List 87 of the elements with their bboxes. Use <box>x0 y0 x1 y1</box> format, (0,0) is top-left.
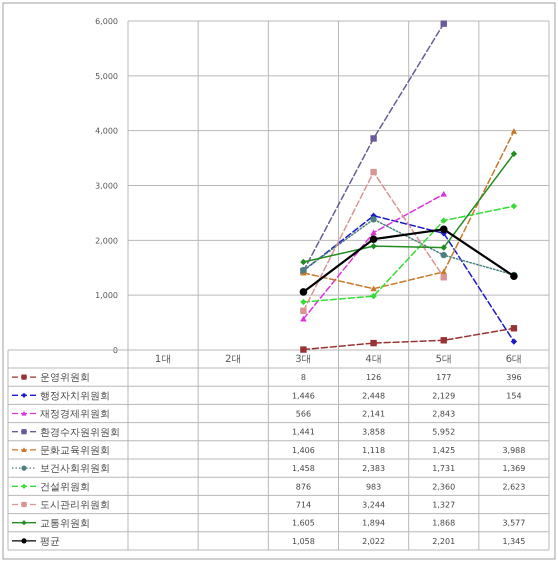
point <box>300 298 307 306</box>
data-label: 2,201 <box>432 536 456 546</box>
data-label: 177 <box>436 373 452 382</box>
data-label: 2,141 <box>362 410 386 418</box>
data-label: 1,118 <box>362 446 386 455</box>
data-label: 1,327 <box>432 500 456 510</box>
data-label: 2,360 <box>432 482 456 492</box>
data-label: 1,458 <box>292 464 315 474</box>
data-label: 2,022 <box>362 536 386 546</box>
point <box>440 190 447 197</box>
y-tick-label: 4,000 <box>95 126 118 136</box>
data-label: 1,868 <box>432 518 456 528</box>
data-label: 876 <box>296 482 312 492</box>
point <box>440 217 447 224</box>
point <box>440 252 447 258</box>
data-label: 126 <box>366 373 382 382</box>
point <box>510 128 518 134</box>
data-label: 3,858 <box>362 428 386 437</box>
legend-label: 문화교육위원회 <box>40 446 110 456</box>
data-label: 1,406 <box>292 446 315 455</box>
y-tick-label: 2,000 <box>95 236 118 246</box>
point <box>300 308 307 314</box>
x-tick-label: 1대 <box>154 354 172 365</box>
y-tick-label: 5,000 <box>95 72 118 81</box>
data-label: 2,843 <box>432 410 456 418</box>
point <box>510 202 518 210</box>
point <box>510 150 518 158</box>
legend-label: 행정자치위원회 <box>40 390 110 402</box>
point <box>370 285 377 292</box>
x-tick-label: 3대 <box>295 354 312 365</box>
data-label: 1,605 <box>292 518 315 528</box>
data-label: 1,894 <box>362 518 386 528</box>
point <box>370 292 377 300</box>
point <box>370 235 378 243</box>
point <box>300 316 307 322</box>
data-label: 396 <box>506 373 522 382</box>
point <box>440 244 447 251</box>
data-label: 714 <box>296 500 312 510</box>
data-label: 1,369 <box>502 464 526 474</box>
legend-label: 교통위원회 <box>40 518 90 530</box>
data-label: 2,129 <box>432 391 456 400</box>
legend-label: 재정경제위원회 <box>40 409 110 420</box>
data-label: 566 <box>296 410 312 418</box>
legend-label: 건설위원회 <box>40 482 90 493</box>
point <box>510 325 518 332</box>
y-tick-label: 6,000 <box>95 17 118 26</box>
data-label: 3,244 <box>362 500 386 510</box>
x-tick-label: 4대 <box>365 354 382 365</box>
x-tick-label: 6대 <box>506 354 522 365</box>
data-label: 2,623 <box>502 482 526 492</box>
data-label: 5,952 <box>432 428 456 437</box>
point <box>510 338 518 345</box>
point <box>440 226 448 234</box>
data-label: 3,988 <box>502 446 526 455</box>
data-label: 1,058 <box>292 536 315 546</box>
data-label: 1,446 <box>292 391 315 400</box>
x-tick-label: 5대 <box>436 354 452 365</box>
legend-label: 도시관리위원회 <box>40 500 110 512</box>
data-label: 1,345 <box>502 536 526 546</box>
data-label: 2,448 <box>362 391 386 400</box>
point <box>370 242 377 250</box>
point <box>370 135 377 142</box>
point <box>370 216 377 223</box>
point <box>440 337 447 344</box>
x-tick-label: 2대 <box>225 354 242 365</box>
data-label: 983 <box>366 482 382 492</box>
legend-label: 평균 <box>40 536 60 548</box>
legend-label: 환경수자원위원회 <box>40 427 120 438</box>
y-tick-label: 3,000 <box>95 182 118 190</box>
point <box>370 340 377 346</box>
point <box>300 346 307 353</box>
legend-label: 운영위원회 <box>40 372 90 384</box>
data-label: 1,441 <box>292 428 315 437</box>
point <box>370 168 377 176</box>
data-label: 1,731 <box>432 464 456 474</box>
data-label: 154 <box>506 391 522 400</box>
data-label: 2,383 <box>362 464 386 474</box>
data-label: 1,425 <box>432 446 456 455</box>
y-tick-label: 1,000 <box>95 291 118 300</box>
point <box>300 258 307 266</box>
point <box>440 20 447 27</box>
data-label: 8 <box>300 373 306 382</box>
point <box>370 229 377 236</box>
point <box>440 274 447 280</box>
point <box>300 288 308 296</box>
data-label: 3,577 <box>502 518 526 528</box>
legend-label: 보건사회위원회 <box>40 464 110 475</box>
